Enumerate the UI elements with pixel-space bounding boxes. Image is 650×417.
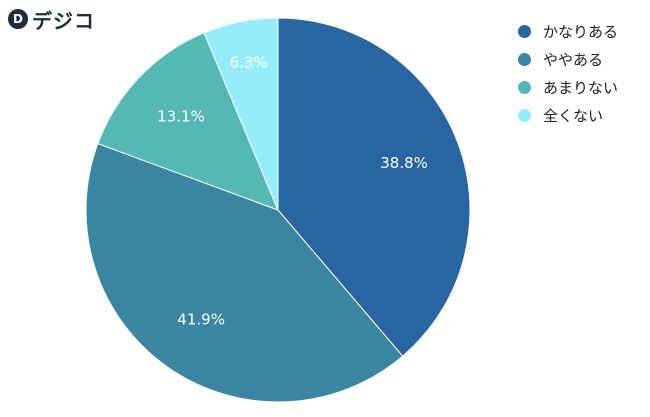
pie-slice-3: [97, 32, 279, 211]
chart-legend: かなりあるややあるあまりない全くない: [518, 17, 618, 129]
slice-label-3: 13.1%: [157, 107, 205, 125]
legend-swatch-1: [518, 24, 531, 38]
legend-label-2: ややある: [543, 50, 604, 69]
pie-slice-4: [203, 17, 279, 211]
legend-item-4: 全くない: [518, 101, 618, 129]
logo-icon: D: [8, 9, 28, 29]
legend-label-3: あまりない: [543, 78, 619, 97]
legend-item-1: かなりある: [518, 17, 618, 45]
pie-slice-2: [85, 142, 404, 403]
legend-label-1: かなりある: [543, 22, 619, 41]
legend-swatch-2: [518, 52, 531, 66]
legend-item-3: あまりない: [518, 73, 618, 101]
brand-logo: D デジコ: [8, 6, 95, 33]
logo-text: デジコ: [32, 8, 95, 33]
legend-swatch-4: [518, 108, 531, 122]
legend-swatch-3: [518, 80, 531, 94]
slice-label-2: 41.9%: [177, 311, 225, 329]
slice-label-4: 6.3%: [230, 54, 268, 72]
legend-label-4: 全くない: [543, 106, 604, 125]
slice-label-1: 38.8%: [380, 154, 428, 172]
legend-item-2: ややある: [518, 45, 618, 73]
pie-slice-1: [277, 17, 471, 357]
